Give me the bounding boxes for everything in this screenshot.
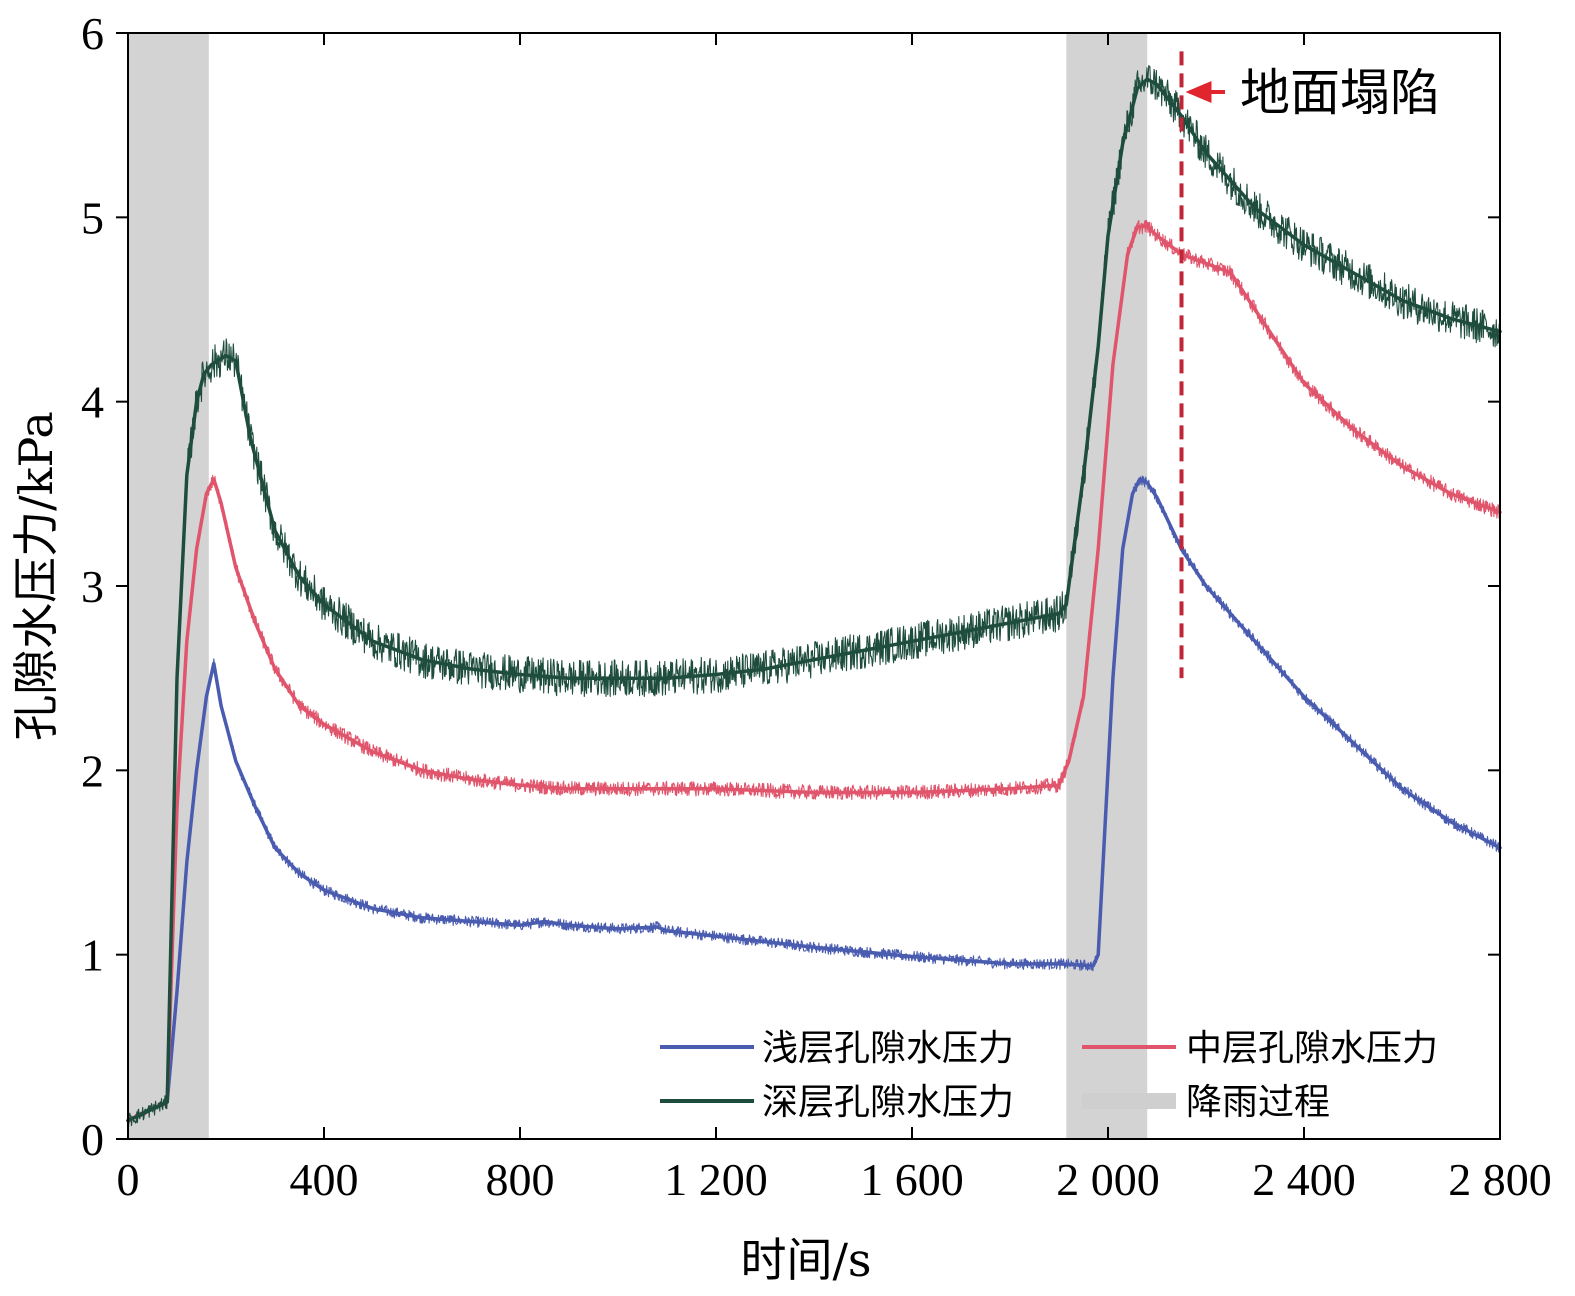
legend-label: 中层孔隙水压力 <box>1186 1028 1438 1069</box>
legend-item-1: 浅层孔隙水压力 <box>660 1028 1014 1069</box>
y-tick-label: 2 <box>81 745 104 796</box>
series-3 <box>126 64 1502 1128</box>
x-tick-label: 0 <box>117 1154 140 1205</box>
series-line-2 <box>127 219 1501 1124</box>
y-tick-label: 5 <box>81 192 104 243</box>
rainfall-bands <box>128 33 1148 1139</box>
axes-layer: 0 400 800 1 200 1 600 2 000 2 400 2 800 0 1 2 3 4 5 6 时… <box>9 8 1552 1287</box>
series-trend-3 <box>126 77 1502 1123</box>
series-trend-1 <box>126 477 1502 1123</box>
legend-item-3: 深层孔隙水压力 <box>660 1082 1014 1123</box>
legend-label: 浅层孔隙水压力 <box>762 1028 1014 1069</box>
x-tick-label: 2 000 <box>1056 1154 1160 1205</box>
y-tick-label: 6 <box>81 8 104 59</box>
series-line-1 <box>127 475 1501 1122</box>
x-axis-title: 时间/s <box>740 1233 871 1287</box>
collapse-annotation-label: 地面塌陷 <box>1240 64 1440 122</box>
x-tick-label: 2 800 <box>1448 1154 1552 1205</box>
y-tick-label: 0 <box>81 1114 104 1165</box>
plot-frame <box>127 32 1501 1140</box>
y-tick-label: 4 <box>81 377 104 428</box>
series-trend-2 <box>126 224 1502 1123</box>
y-tick-label: 3 <box>81 561 104 612</box>
legend-item-4: 降雨过程 <box>1082 1082 1330 1123</box>
series-1 <box>126 475 1502 1123</box>
collapse-arrow-head <box>1185 81 1212 103</box>
rainfall-band-1 <box>128 33 209 1139</box>
x-tick-label: 2 400 <box>1252 1154 1356 1205</box>
series-2 <box>126 219 1502 1124</box>
y-tick-label: 1 <box>81 930 104 981</box>
x-tick-label: 1 200 <box>664 1154 768 1205</box>
x-tick-label: 800 <box>486 1154 555 1205</box>
legend-label: 深层孔隙水压力 <box>762 1082 1014 1123</box>
y-axis-title: 孔隙水压力/kPa <box>9 411 63 741</box>
rainfall-band-2 <box>1066 33 1148 1139</box>
x-tick-label: 400 <box>290 1154 359 1205</box>
legend-swatch-band <box>1082 1093 1176 1109</box>
series-line-3 <box>127 64 1501 1128</box>
series-layer <box>126 64 1502 1128</box>
legend-label: 降雨过程 <box>1186 1082 1330 1123</box>
legend-item-2: 中层孔隙水压力 <box>1082 1028 1438 1069</box>
annotation-layer: 地面塌陷 <box>1179 51 1440 679</box>
x-tick-label: 1 600 <box>860 1154 964 1205</box>
